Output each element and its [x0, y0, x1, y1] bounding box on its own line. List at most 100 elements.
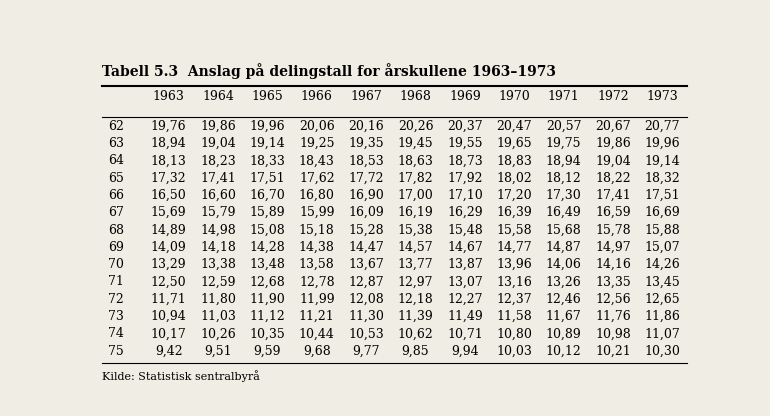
Text: 10,98: 10,98: [595, 327, 631, 340]
Text: 17,20: 17,20: [497, 189, 532, 202]
Text: 64: 64: [109, 154, 125, 167]
Text: 15,07: 15,07: [644, 241, 680, 254]
Text: 14,26: 14,26: [644, 258, 680, 271]
Text: 14,06: 14,06: [546, 258, 581, 271]
Text: 16,80: 16,80: [299, 189, 335, 202]
Text: 12,68: 12,68: [249, 275, 285, 288]
Text: 16,50: 16,50: [151, 189, 186, 202]
Text: 13,38: 13,38: [200, 258, 236, 271]
Text: 18,23: 18,23: [200, 154, 236, 167]
Text: 11,03: 11,03: [200, 310, 236, 323]
Text: 19,86: 19,86: [595, 137, 631, 150]
Text: 10,21: 10,21: [595, 344, 631, 358]
Text: 10,44: 10,44: [299, 327, 335, 340]
Text: 10,89: 10,89: [546, 327, 581, 340]
Text: 11,86: 11,86: [644, 310, 680, 323]
Text: 10,80: 10,80: [497, 327, 532, 340]
Text: 12,59: 12,59: [200, 275, 236, 288]
Text: 9,51: 9,51: [204, 344, 232, 358]
Text: 11,58: 11,58: [497, 310, 532, 323]
Text: 12,87: 12,87: [348, 275, 384, 288]
Text: 1973: 1973: [647, 90, 678, 103]
Text: 12,37: 12,37: [497, 293, 532, 306]
Text: 17,30: 17,30: [546, 189, 581, 202]
Text: 17,82: 17,82: [397, 172, 434, 185]
Text: Tabell 5.3  Anslag på delingstall for årskullene 1963–1973: Tabell 5.3 Anslag på delingstall for års…: [102, 63, 556, 79]
Text: 19,14: 19,14: [249, 137, 285, 150]
Text: 12,08: 12,08: [348, 293, 384, 306]
Text: 18,94: 18,94: [546, 154, 581, 167]
Text: 18,32: 18,32: [644, 172, 680, 185]
Text: 15,78: 15,78: [595, 223, 631, 237]
Text: 73: 73: [109, 310, 125, 323]
Text: 14,97: 14,97: [595, 241, 631, 254]
Text: 1967: 1967: [350, 90, 382, 103]
Text: 17,41: 17,41: [200, 172, 236, 185]
Text: 19,35: 19,35: [348, 137, 384, 150]
Text: 20,26: 20,26: [397, 120, 434, 133]
Text: 13,96: 13,96: [497, 258, 532, 271]
Text: 11,99: 11,99: [299, 293, 335, 306]
Text: 10,26: 10,26: [200, 327, 236, 340]
Text: 19,04: 19,04: [200, 137, 236, 150]
Text: 15,88: 15,88: [644, 223, 680, 237]
Text: 71: 71: [109, 275, 125, 288]
Text: 67: 67: [109, 206, 125, 219]
Text: 15,99: 15,99: [299, 206, 334, 219]
Text: 18,13: 18,13: [151, 154, 186, 167]
Text: 12,46: 12,46: [546, 293, 581, 306]
Text: 10,94: 10,94: [151, 310, 186, 323]
Text: 14,89: 14,89: [151, 223, 186, 237]
Text: 14,18: 14,18: [200, 241, 236, 254]
Text: 13,29: 13,29: [151, 258, 186, 271]
Text: 10,62: 10,62: [397, 327, 434, 340]
Text: 66: 66: [109, 189, 125, 202]
Text: 19,96: 19,96: [249, 120, 285, 133]
Text: 17,51: 17,51: [249, 172, 285, 185]
Text: 16,19: 16,19: [397, 206, 434, 219]
Text: 10,35: 10,35: [249, 327, 285, 340]
Text: Kilde: Statistisk sentralbyrå: Kilde: Statistisk sentralbyrå: [102, 371, 260, 382]
Text: 16,49: 16,49: [546, 206, 581, 219]
Text: 15,58: 15,58: [497, 223, 532, 237]
Text: 10,53: 10,53: [348, 327, 384, 340]
Text: 14,98: 14,98: [200, 223, 236, 237]
Text: 15,69: 15,69: [151, 206, 186, 219]
Text: 11,12: 11,12: [249, 310, 285, 323]
Text: 1965: 1965: [252, 90, 283, 103]
Text: 12,97: 12,97: [398, 275, 434, 288]
Text: 9,59: 9,59: [253, 344, 281, 358]
Text: 1968: 1968: [400, 90, 431, 103]
Text: 15,89: 15,89: [249, 206, 285, 219]
Text: 10,03: 10,03: [497, 344, 532, 358]
Text: 69: 69: [109, 241, 125, 254]
Text: 20,16: 20,16: [348, 120, 384, 133]
Text: 18,33: 18,33: [249, 154, 286, 167]
Text: 17,10: 17,10: [447, 189, 483, 202]
Text: 18,02: 18,02: [497, 172, 532, 185]
Text: 17,72: 17,72: [348, 172, 384, 185]
Text: 16,70: 16,70: [249, 189, 285, 202]
Text: 12,65: 12,65: [644, 293, 680, 306]
Text: 12,18: 12,18: [397, 293, 434, 306]
Text: 14,87: 14,87: [546, 241, 581, 254]
Text: 16,90: 16,90: [348, 189, 384, 202]
Text: 11,07: 11,07: [644, 327, 680, 340]
Text: 1970: 1970: [498, 90, 530, 103]
Text: 11,67: 11,67: [546, 310, 581, 323]
Text: 17,51: 17,51: [644, 189, 680, 202]
Text: 16,60: 16,60: [200, 189, 236, 202]
Text: 10,12: 10,12: [546, 344, 581, 358]
Text: 20,47: 20,47: [497, 120, 532, 133]
Text: 15,28: 15,28: [348, 223, 384, 237]
Text: 14,47: 14,47: [348, 241, 384, 254]
Text: 9,94: 9,94: [451, 344, 479, 358]
Text: 10,17: 10,17: [151, 327, 186, 340]
Text: 68: 68: [109, 223, 125, 237]
Text: 14,67: 14,67: [447, 241, 483, 254]
Text: 18,53: 18,53: [348, 154, 384, 167]
Text: 15,48: 15,48: [447, 223, 483, 237]
Text: 13,26: 13,26: [546, 275, 581, 288]
Text: 11,76: 11,76: [595, 310, 631, 323]
Text: 11,80: 11,80: [200, 293, 236, 306]
